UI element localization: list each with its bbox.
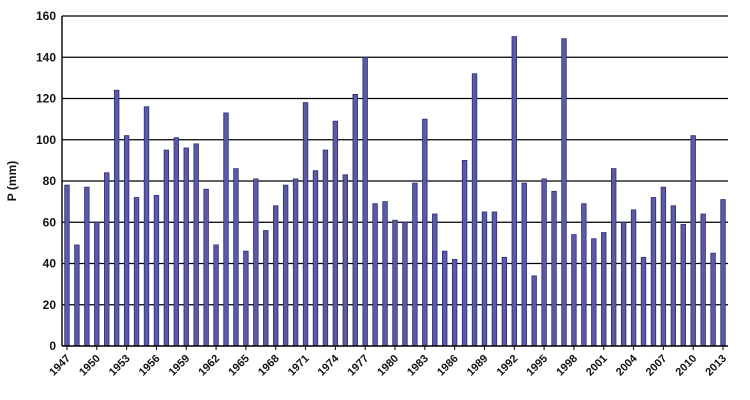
bar <box>601 232 607 347</box>
bar <box>581 203 587 347</box>
bar <box>531 275 537 347</box>
bar <box>471 73 478 347</box>
bar <box>123 135 130 347</box>
bar <box>153 195 160 347</box>
bar <box>611 168 617 347</box>
bar <box>501 256 508 347</box>
bar <box>372 203 378 347</box>
bar <box>541 178 547 347</box>
bar <box>332 120 339 347</box>
y-tick-label: 0 <box>49 339 56 353</box>
bar <box>660 186 667 347</box>
bar <box>720 199 726 347</box>
bar <box>402 221 408 347</box>
bar <box>282 184 289 347</box>
bar <box>302 102 309 347</box>
bar <box>630 209 637 347</box>
bar <box>322 149 329 347</box>
bar <box>203 188 209 347</box>
bar <box>104 172 110 347</box>
bar <box>113 89 120 347</box>
bar <box>243 250 249 347</box>
bar <box>690 135 696 347</box>
bar <box>491 211 498 347</box>
bar <box>312 170 319 347</box>
bar <box>650 197 657 347</box>
y-axis-ticks: 0 20 40 60 80 100 120 140 160 <box>36 9 56 353</box>
y-tick-label: 160 <box>36 9 56 23</box>
bar <box>253 178 259 347</box>
bar <box>362 56 368 347</box>
bar <box>511 36 517 347</box>
y-axis-label: P (mm) <box>5 161 19 201</box>
y-tick-label: 120 <box>36 92 56 106</box>
bar <box>292 178 299 347</box>
bar <box>94 221 100 347</box>
bar <box>451 258 458 347</box>
bar <box>591 238 597 347</box>
bar <box>620 221 627 347</box>
bar <box>442 250 448 347</box>
bar <box>163 149 170 347</box>
bar <box>74 244 80 347</box>
bar <box>700 213 706 347</box>
bar <box>481 211 488 347</box>
bar <box>352 93 358 347</box>
bar <box>84 186 90 347</box>
bar <box>143 106 150 347</box>
y-tick-label: 100 <box>36 133 56 147</box>
bar <box>392 219 398 347</box>
bar <box>382 201 388 347</box>
bar <box>342 174 348 347</box>
y-tick-label: 40 <box>43 257 57 271</box>
bar <box>223 112 229 347</box>
bar <box>710 252 716 347</box>
y-tick-label: 20 <box>43 298 57 312</box>
bar <box>133 197 140 347</box>
bar <box>64 184 70 347</box>
bar <box>551 190 557 347</box>
bar <box>561 38 567 347</box>
bar <box>461 159 468 347</box>
y-tick-label: 140 <box>36 50 56 64</box>
bar <box>213 244 219 347</box>
bar <box>680 223 686 347</box>
bar <box>670 205 677 347</box>
bar <box>173 137 179 347</box>
bar <box>521 182 527 347</box>
bar <box>233 168 239 347</box>
bar <box>273 205 279 347</box>
bar <box>193 143 199 347</box>
bar <box>422 118 428 347</box>
bar <box>640 256 647 347</box>
bar <box>183 147 189 347</box>
bar <box>263 230 269 347</box>
y-tick-label: 60 <box>43 215 57 229</box>
bar <box>571 234 577 347</box>
y-tick-label: 80 <box>43 174 57 188</box>
bar <box>432 213 438 347</box>
bar <box>412 182 418 347</box>
